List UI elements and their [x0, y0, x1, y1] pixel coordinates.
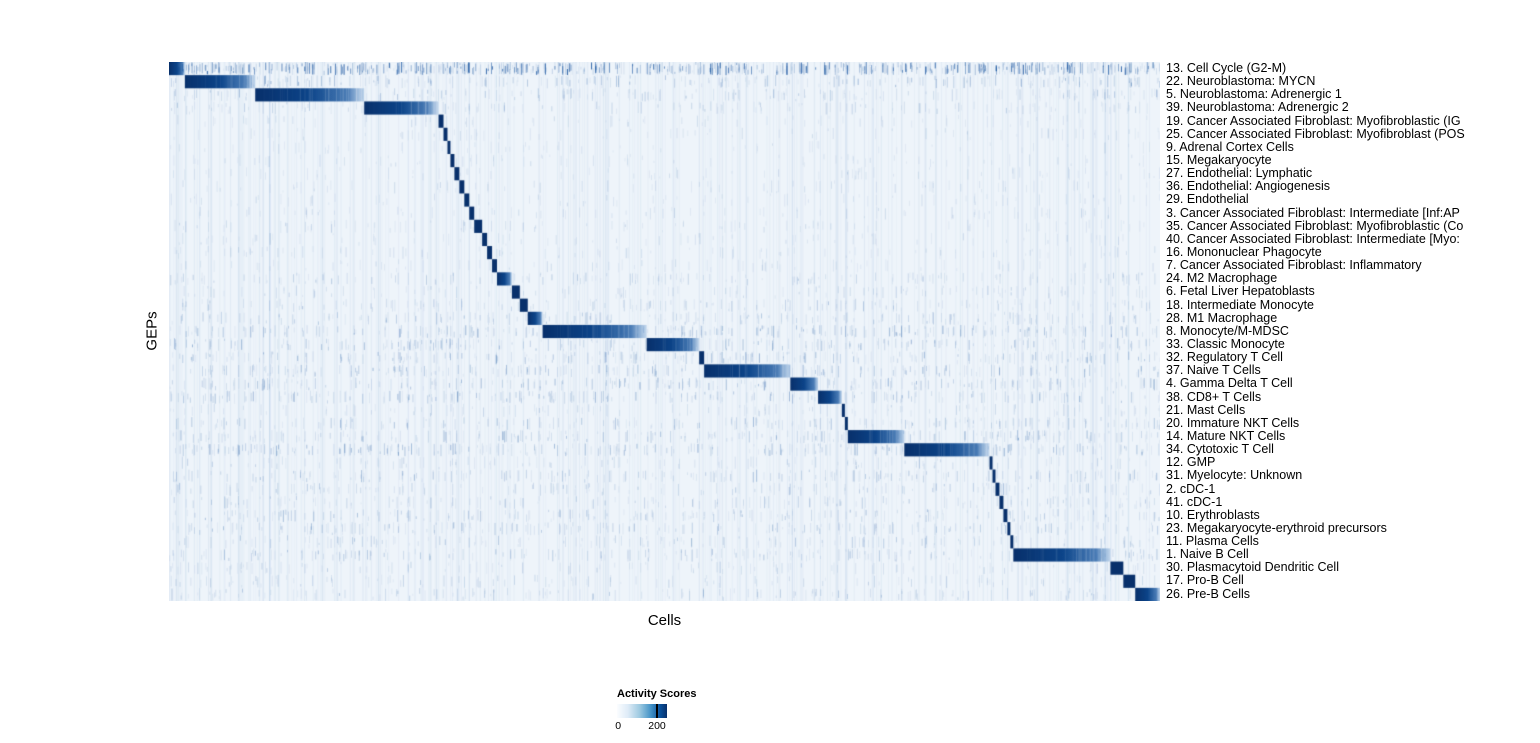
row-label: 31. Myelocyte: Unknown [1166, 468, 1303, 483]
row-label: 18. Intermediate Monocyte [1166, 297, 1314, 312]
row-label: 30. Plasmacytoid Dendritic Cell [1166, 560, 1339, 575]
row-label: 34. Cytotoxic T Cell [1166, 442, 1274, 457]
row-label: 28. M1 Macrophage [1166, 310, 1278, 325]
row-label: 1. Naive B Cell [1166, 547, 1249, 562]
row-label: 38. CD8+ T Cells [1166, 389, 1262, 404]
row-label: 10. Erythroblasts [1166, 507, 1260, 522]
row-label: 16. Mononuclear Phagocyte [1166, 244, 1322, 259]
row-labels: 13. Cell Cycle (G2-M) 22. Neuroblastoma: … [1166, 61, 1540, 601]
colorbar-ticks: 0 200 [615, 720, 667, 732]
row-label: 6. Fetal Liver Hepatoblasts [1166, 284, 1315, 299]
row-label: 12. GMP [1166, 455, 1216, 470]
row-label: 7. Cancer Associated Fibroblast: Inflamm… [1166, 258, 1422, 273]
row-label: 11. Plasma Cells [1166, 534, 1259, 549]
row-label: 4. Gamma Delta T Cell [1166, 376, 1293, 391]
row-label: 40. Cancer Associated Fibroblast: Interm… [1166, 231, 1460, 246]
row-label: 15. Megakaryocyte [1166, 152, 1272, 167]
row-label: 23. Megakaryocyte-erythroid precursors [1166, 520, 1387, 535]
row-label: 41. cDC-1 [1166, 494, 1223, 509]
row-label: 2. cDC-1 [1166, 481, 1216, 496]
row-label: 13. Cell Cycle (G2-M) [1166, 61, 1287, 75]
row-label: 19. Cancer Associated Fibroblast: Myofib… [1166, 113, 1461, 128]
row-label: 36. Endothelial: Angiogenesis [1166, 179, 1331, 194]
legend: Activity Scores 0 200 [615, 688, 697, 732]
row-label: 33. Classic Monocyte [1166, 336, 1285, 351]
colorbar-tick-min: 0 [615, 720, 622, 732]
row-label: 17. Pro-B Cell [1166, 573, 1244, 588]
row-label: 22. Neuroblastoma: MYCN [1166, 74, 1316, 89]
row-label: 35. Cancer Associated Fibroblast: Myofib… [1166, 218, 1464, 233]
legend-title: Activity Scores [617, 688, 697, 700]
y-axis-label: GEPs [143, 311, 161, 351]
row-label: 32. Regulatory T Cell [1166, 350, 1283, 365]
row-label: 37. Naive T Cells [1166, 363, 1261, 378]
colorbar-tick-mark [656, 704, 658, 718]
row-label: 21. Mast Cells [1166, 402, 1246, 417]
row-label: 8. Monocyte/M-MDSC [1166, 323, 1289, 338]
row-label: 24. M2 Macrophage [1166, 271, 1278, 286]
row-label: 5. Neuroblastoma: Adrenergic 1 [1166, 87, 1342, 102]
row-label: 39. Neuroblastoma: Adrenergic 2 [1166, 100, 1349, 115]
row-label: 26. Pre-B Cells [1166, 586, 1251, 601]
row-label: 25. Cancer Associated Fibroblast: Myofib… [1166, 126, 1465, 141]
colorbar-tick-max: 200 [648, 720, 666, 732]
x-axis-label: Cells [647, 612, 682, 629]
colorbar-gradient [617, 704, 667, 718]
row-label: 14. Mature NKT Cells [1166, 428, 1286, 443]
row-label: 27. Endothelial: Lymphatic [1166, 166, 1313, 181]
row-label: 3. Cancer Associated Fibroblast: Interme… [1166, 205, 1460, 220]
row-label: 9. Adrenal Cortex Cells [1166, 139, 1294, 154]
heatmap-canvas [169, 62, 1160, 601]
row-label: 20. Immature NKT Cells [1166, 415, 1300, 430]
row-label: 29. Endothelial [1166, 192, 1249, 207]
